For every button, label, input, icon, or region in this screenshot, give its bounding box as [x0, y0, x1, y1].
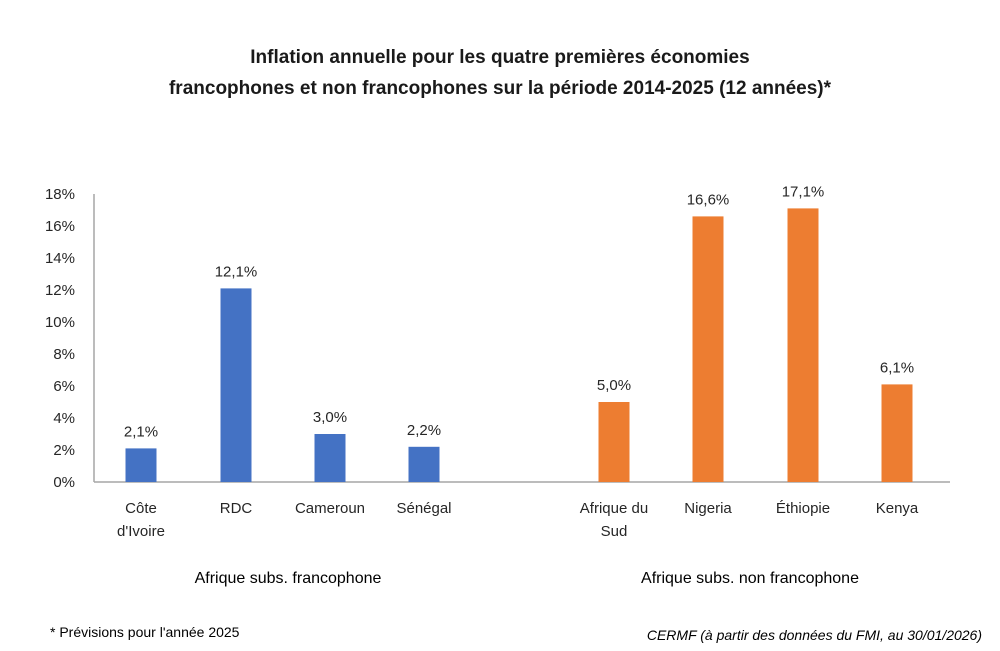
data-label: 12,1% [215, 263, 258, 280]
data-label: 2,2% [407, 422, 441, 439]
x-tick-label: RDC [220, 500, 253, 517]
bar [598, 402, 630, 482]
bar [692, 216, 724, 482]
bar [881, 384, 913, 482]
x-tick-label: Sénégal [396, 500, 451, 517]
x-tick-label: Éthiopie [776, 500, 830, 517]
bar [220, 288, 252, 482]
y-tick-label: 6% [53, 378, 75, 395]
data-label: 17,1% [782, 183, 825, 200]
title-line-2: francophones et non francophones sur la … [168, 78, 832, 99]
title-line-1: Inflation annuelle pour les quatre premi… [250, 47, 750, 68]
bar [314, 434, 346, 482]
bar [125, 448, 157, 482]
y-tick-label: 0% [53, 474, 75, 491]
x-tick-label: Sud [601, 523, 628, 540]
data-label: 6,1% [880, 359, 914, 376]
bar [787, 208, 819, 482]
y-tick-label: 18% [45, 186, 75, 203]
bar [408, 446, 440, 482]
source-note: CERMF (à partir des données du FMI, au 3… [646, 627, 982, 643]
x-tick-label: Côte [125, 500, 157, 517]
y-tick-label: 14% [45, 250, 75, 267]
y-tick-label: 4% [53, 410, 75, 427]
x-tick-label: Afrique du [580, 500, 648, 517]
chart-title: Inflation annuelle pour les quatre premi… [0, 42, 1000, 104]
x-tick-label: d'Ivoire [117, 523, 165, 540]
footnote: * Prévisions pour l'année 2025 [50, 624, 240, 640]
data-label: 16,6% [687, 191, 730, 208]
x-tick-label: Cameroun [295, 500, 365, 517]
group-label: Afrique subs. non francophone [641, 570, 859, 587]
data-label: 3,0% [313, 409, 347, 426]
x-tick-label: Kenya [876, 500, 919, 517]
group-label: Afrique subs. francophone [195, 570, 382, 587]
y-tick-label: 12% [45, 282, 75, 299]
x-tick-label: Nigeria [684, 500, 732, 517]
y-tick-label: 8% [53, 346, 75, 363]
data-label: 2,1% [124, 423, 158, 440]
y-tick-label: 2% [53, 442, 75, 459]
data-label: 5,0% [597, 377, 631, 394]
y-tick-label: 16% [45, 218, 75, 235]
y-tick-label: 10% [45, 314, 75, 331]
